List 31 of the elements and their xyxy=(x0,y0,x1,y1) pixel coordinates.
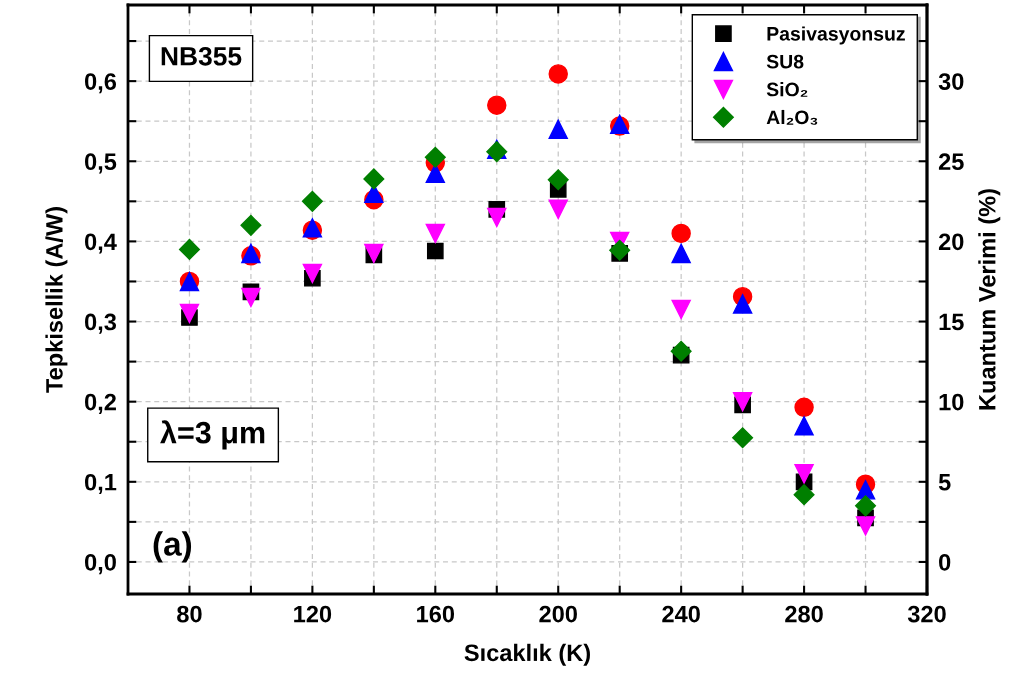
y2-axis-title: Kuantum Verimi (%) xyxy=(978,189,1001,410)
y-tick-label: 0,6 xyxy=(85,73,117,94)
legend-label: SU8 xyxy=(766,54,804,69)
annotation: λ=3 μm xyxy=(160,420,265,450)
x-tick-label: 240 xyxy=(662,605,700,623)
annotation: (a) xyxy=(153,531,192,563)
x-tick-label: 120 xyxy=(294,605,332,623)
y2-tick-label: 10 xyxy=(939,393,964,411)
x-tick-label: 80 xyxy=(177,605,202,623)
x-axis-title: Sıcaklık (K) xyxy=(464,643,590,666)
legend-label: Pasivasyonsuz xyxy=(767,26,905,45)
y2-tick-label: 20 xyxy=(938,233,964,251)
legend-label: SiO₂ xyxy=(766,82,808,97)
y-axis-title: Tepkisellik (A/W) xyxy=(45,207,68,393)
y-tick-label: 0,0 xyxy=(85,554,116,575)
y2-tick-label: 0 xyxy=(939,554,951,571)
x-tick-label: 320 xyxy=(907,605,946,623)
y2-tick-label: 25 xyxy=(938,153,964,171)
y-tick-label: 0,1 xyxy=(85,473,117,495)
y-tick-label: 0,4 xyxy=(85,233,117,254)
y-tick-label: 0,2 xyxy=(85,393,116,414)
y2-tick-label: 15 xyxy=(939,313,964,331)
legend-label: Al₂O₃ xyxy=(766,109,818,125)
y-tick-label: 0,3 xyxy=(85,313,117,334)
x-tick-label: 160 xyxy=(417,605,455,623)
y-tick-label: 0,5 xyxy=(85,153,117,174)
y2-tick-label: 30 xyxy=(938,73,964,90)
y2-tick-label: 5 xyxy=(938,474,951,491)
x-tick-label: 280 xyxy=(785,605,823,623)
annotation: NB355 xyxy=(161,46,242,66)
x-tick-label: 200 xyxy=(539,605,577,623)
